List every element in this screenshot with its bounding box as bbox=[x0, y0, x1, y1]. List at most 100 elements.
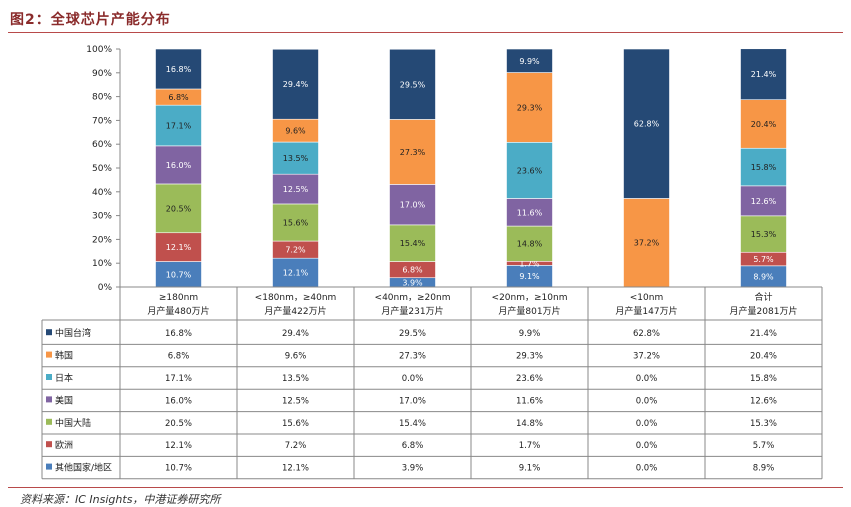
data-label: 6.8% bbox=[402, 266, 423, 275]
data-label: 27.3% bbox=[400, 148, 426, 157]
y-tick-label: 50% bbox=[92, 164, 112, 174]
table-cell: 6.8% bbox=[168, 352, 190, 362]
bar-segment bbox=[740, 215, 787, 253]
table-cell: 20.5% bbox=[165, 419, 192, 429]
legend-label: 中国台湾 bbox=[55, 327, 91, 339]
source-note: 资料来源：IC Insights，中港证券研究所 bbox=[20, 493, 221, 506]
category-sublabel: 月产量2081万片 bbox=[730, 305, 798, 317]
table-cell: 12.5% bbox=[282, 396, 309, 406]
y-tick-label: 80% bbox=[92, 93, 112, 103]
data-label: 15.4% bbox=[400, 239, 426, 248]
data-label: 11.6% bbox=[517, 208, 543, 217]
category-sublabel: 月产量422万片 bbox=[264, 305, 326, 317]
table-cell: 12.1% bbox=[165, 441, 192, 451]
bar-segment bbox=[155, 232, 202, 262]
table-cell: 23.6% bbox=[516, 374, 543, 384]
table-cell: 0.0% bbox=[402, 374, 424, 384]
table-cell: 37.2% bbox=[633, 352, 660, 362]
bar-segment bbox=[623, 48, 670, 199]
data-label: 15.8% bbox=[751, 163, 777, 172]
y-tick-label: 40% bbox=[92, 188, 112, 198]
category-sublabel: 月产量801万片 bbox=[498, 305, 560, 317]
table-cell: 0.0% bbox=[636, 396, 658, 406]
data-label: 20.5% bbox=[166, 204, 192, 213]
table-cell: 0.0% bbox=[636, 441, 658, 451]
table-cell: 13.5% bbox=[282, 374, 309, 384]
figure-title: 图2：全球芯片产能分布 bbox=[10, 12, 171, 28]
data-label: 6.8% bbox=[168, 93, 189, 102]
data-label: 5.7% bbox=[753, 255, 774, 264]
table-cell: 5.7% bbox=[753, 441, 775, 451]
y-tick-label: 100% bbox=[86, 45, 112, 55]
table-cell: 0.0% bbox=[636, 464, 658, 474]
data-label: 1.7% bbox=[519, 259, 540, 268]
table-cell: 15.4% bbox=[399, 419, 426, 429]
bar-segment bbox=[272, 203, 319, 242]
bar-segment bbox=[272, 141, 319, 175]
legend-swatch bbox=[46, 396, 52, 403]
legend-swatch bbox=[46, 374, 52, 380]
table-cell: 16.8% bbox=[165, 329, 192, 339]
table-cell: 10.7% bbox=[165, 464, 192, 474]
y-tick-label: 0% bbox=[98, 283, 113, 293]
legend-swatch bbox=[46, 463, 52, 470]
table-cell: 14.8% bbox=[516, 419, 543, 429]
category-sublabel: 月产量231万片 bbox=[381, 305, 443, 317]
bar-segment bbox=[506, 141, 553, 199]
table-cell: 12.1% bbox=[282, 464, 309, 474]
table-cell: 3.9% bbox=[402, 464, 424, 474]
bar-segment bbox=[506, 48, 553, 73]
bar-segment bbox=[155, 261, 202, 288]
legend-label: 美国 bbox=[55, 394, 73, 406]
data-label: 3.9% bbox=[402, 278, 423, 287]
data-label: 9.1% bbox=[519, 272, 540, 281]
table-cell: 12.6% bbox=[750, 396, 777, 406]
legend-swatch bbox=[46, 441, 52, 448]
table-cell: 29.4% bbox=[282, 329, 309, 339]
table-cell: 20.4% bbox=[750, 352, 777, 362]
data-label: 15.3% bbox=[751, 230, 777, 239]
stacked-bar-chart: 0% 10% 20% 30% 40% 50% 60% 70% 80% 90% 100% 10.7% 12… bbox=[41, 45, 823, 480]
table-cell: 9.1% bbox=[519, 464, 541, 474]
bar-segment bbox=[623, 198, 670, 288]
y-tick-label: 70% bbox=[92, 116, 112, 126]
bar-segment bbox=[506, 198, 553, 227]
category-label: 合计 bbox=[754, 291, 772, 303]
data-label: 9.6% bbox=[285, 127, 306, 136]
bar-segment bbox=[155, 104, 202, 147]
data-label: 8.9% bbox=[753, 272, 774, 281]
legend-label: 欧洲 bbox=[55, 439, 73, 451]
data-label: 29.4% bbox=[283, 80, 309, 89]
bottom-divider bbox=[8, 487, 843, 488]
bar-segment bbox=[155, 48, 202, 90]
data-label: 16.0% bbox=[166, 161, 192, 170]
data-label: 12.5% bbox=[283, 185, 309, 194]
legend-swatch bbox=[46, 351, 52, 358]
category-label: <40nm，≥20nm bbox=[375, 293, 451, 303]
legend-label: 中国大陆 bbox=[55, 417, 91, 429]
table-cell: 17.1% bbox=[165, 374, 192, 384]
data-label: 23.6% bbox=[517, 166, 543, 175]
table-cell: 16.0% bbox=[165, 396, 192, 406]
bar-segment bbox=[389, 119, 436, 185]
legend-swatch bbox=[46, 329, 52, 336]
table-cell: 9.9% bbox=[519, 329, 541, 339]
bar-segment bbox=[272, 173, 319, 205]
bar-segment bbox=[506, 72, 553, 143]
data-label: 12.1% bbox=[283, 269, 309, 278]
data-label: 14.8% bbox=[517, 240, 543, 249]
data-label: 10.7% bbox=[166, 270, 192, 279]
category-label: <180nm，≥40nm bbox=[255, 293, 337, 303]
data-label: 9.9% bbox=[519, 57, 540, 66]
category-label: ≥180nm bbox=[159, 293, 198, 303]
table-cell: 17.0% bbox=[399, 396, 426, 406]
y-tick-label: 20% bbox=[92, 235, 112, 245]
table-cell: 27.3% bbox=[399, 352, 426, 362]
table-cell: 8.9% bbox=[753, 464, 775, 474]
table-cell: 29.3% bbox=[516, 352, 543, 362]
y-tick-label: 90% bbox=[92, 69, 112, 79]
data-label: 20.4% bbox=[751, 120, 777, 129]
legend-swatch bbox=[46, 418, 52, 425]
y-tick-label: 10% bbox=[92, 259, 112, 269]
table-cell: 62.8% bbox=[633, 329, 660, 339]
